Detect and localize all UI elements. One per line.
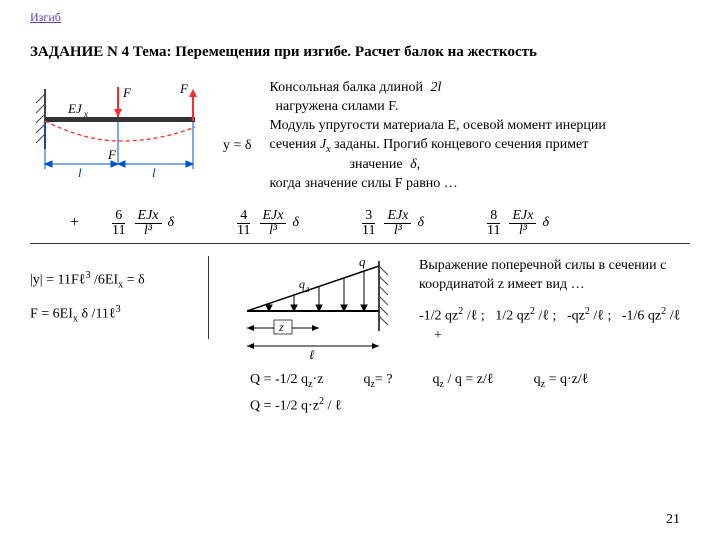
opt-2: 411 EJxl³ δ (234, 209, 299, 238)
qzval: qz = q·z/ℓ (534, 372, 589, 390)
ratio: qz / q = z/ℓ (433, 372, 494, 390)
p1-line2: нагружена силами F. (276, 99, 399, 114)
header-link[interactable]: Изгиб (30, 10, 61, 24)
problem-2: |y| = 11Fℓ3 /6EIx = δ F = 6EIx δ /11ℓ3 q… (30, 256, 690, 366)
opt-4: 811 EJxl³ δ (484, 209, 549, 238)
p1-line3c: заданы. Прогиб концевого сечения примет (334, 137, 588, 152)
svg-text:ℓ: ℓ (309, 347, 315, 362)
Q2: Q = -1/2 q·z2 / ℓ (250, 396, 690, 415)
svg-text:q: q (359, 256, 366, 269)
p2-text: Выражение поперечной силы в сечении с ко… (419, 256, 690, 346)
separator (30, 243, 690, 244)
page-number: 21 (666, 512, 680, 528)
beam1-ej-label: EJ (67, 101, 83, 116)
svg-text:q: q (299, 277, 305, 291)
opt-1: 611 EJxl³ δ (109, 209, 174, 238)
Q1: Q = -1/2 qz·z (250, 372, 323, 390)
p1-line1b: 2l (431, 80, 442, 95)
p2-eq2: F = 6EIx δ /11ℓ3 (30, 304, 200, 324)
beam2-diagram: q qz z ℓ (229, 256, 399, 366)
plus-marker: + (70, 214, 79, 232)
y-equals-delta: y = δ (223, 138, 252, 154)
svg-text:F: F (122, 85, 132, 100)
p1-line1: Консольная балка длиной (270, 80, 424, 95)
p1-line3b: сечения (270, 137, 317, 152)
opt-3: 311 EJxl³ δ (359, 209, 424, 238)
qzq: qz= ? (363, 372, 392, 390)
p2-answers: -1/2 qz2 /ℓ ; 1/2 qz2 /ℓ ; -qz2 /ℓ ; -1/… (419, 305, 690, 346)
p1-line4: когда значение силы F равно … (270, 176, 458, 191)
p2-workings: |y| = 11Fℓ3 /6EIx = δ F = 6EIx δ /11ℓ3 (30, 256, 209, 339)
svg-text:l: l (152, 165, 156, 180)
svg-text:F: F (179, 81, 189, 96)
p2-plus: + (434, 328, 442, 343)
svg-text:x: x (83, 109, 88, 119)
svg-text:z: z (278, 320, 284, 334)
task-title: ЗАДАНИЕ N 4 Тема: Перемещения при изгибе… (30, 44, 690, 61)
p2-question: Выражение поперечной силы в сечении с ко… (419, 256, 690, 295)
problem-1: EJ x F F F l l y = δ Консольная балка дл… (30, 79, 690, 194)
formula-options: + 611 EJxl³ δ 411 EJxl³ δ 311 EJxl³ δ 81… (70, 209, 690, 238)
q-derivation: Q = -1/2 qz·z qz= ? qz / q = z/ℓ qz = q·… (250, 372, 690, 414)
svg-text:l: l (78, 165, 82, 180)
p2-eq1: |y| = 11Fℓ3 /6EIx = δ (30, 270, 200, 290)
svg-text:z: z (305, 284, 310, 294)
p1-line3a: Модуль упругости материала E, осевой мом… (270, 118, 606, 133)
p1-line3d: значение (350, 157, 403, 172)
svg-text:F: F (107, 147, 117, 162)
beam1-diagram: EJ x F F F l l (30, 79, 205, 189)
problem1-text: Консольная балка длиной 2l нагружена сил… (270, 79, 606, 194)
